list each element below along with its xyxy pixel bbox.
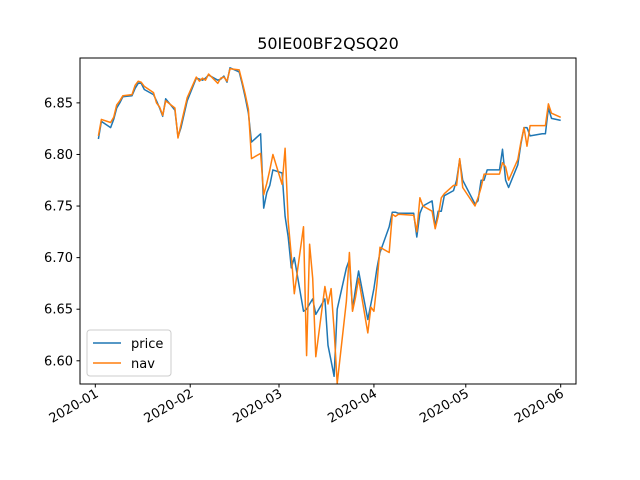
y-tick-label: 6.80 <box>44 148 73 163</box>
chart-title: 50IE00BF2QSQ20 <box>257 34 399 53</box>
y-tick-label: 6.70 <box>44 251 73 266</box>
plot-frame <box>79 57 577 385</box>
y-axis: 6.60 6.65 6.70 6.75 6.80 6.85 <box>44 96 80 369</box>
series-layer <box>97 67 562 385</box>
legend-label-nav: nav <box>131 357 155 372</box>
legend-box <box>86 329 172 377</box>
y-tick-label: 6.65 <box>44 303 73 318</box>
y-tick-label: 6.75 <box>44 200 73 215</box>
legend: price nav <box>86 329 172 377</box>
y-tick-label: 6.85 <box>44 96 73 111</box>
y-tick-label: 6.60 <box>44 354 73 369</box>
series-line-nav <box>97 68 562 385</box>
legend-label-price: price <box>131 337 163 352</box>
